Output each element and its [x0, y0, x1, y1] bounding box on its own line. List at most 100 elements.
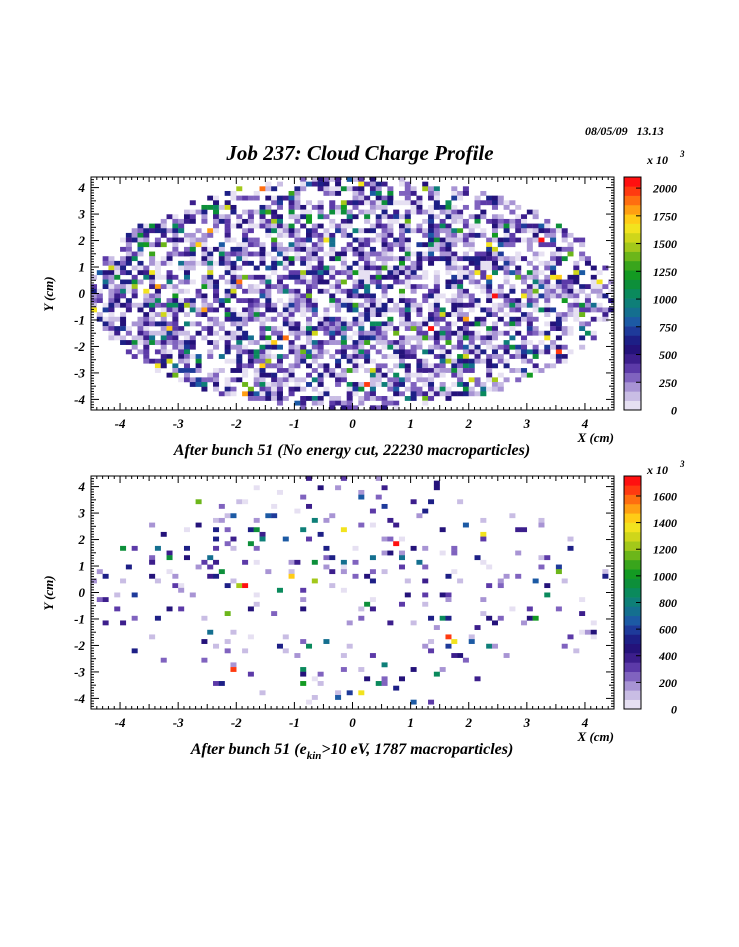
heatmap-cell [149, 251, 156, 257]
heatmap-cell [108, 330, 115, 336]
heatmap-cell [358, 284, 365, 290]
heatmap-cell [114, 293, 121, 299]
heatmap-cell [143, 321, 150, 327]
heatmap-cell [451, 195, 458, 201]
heatmap-cell [288, 559, 295, 565]
heatmap-cell [584, 256, 591, 262]
heatmap-cell [160, 340, 167, 345]
heatmap-cell [364, 340, 371, 345]
heatmap-cell [451, 237, 458, 243]
heatmap-cell [96, 569, 103, 575]
heatmap-cell [433, 186, 440, 192]
heatmap-cell [306, 335, 313, 341]
heatmap-cell [404, 228, 411, 234]
heatmap-cell [311, 368, 318, 373]
heatmap-cell [183, 358, 190, 364]
heatmap-cell [491, 386, 498, 392]
heatmap-cell [462, 190, 469, 196]
heatmap-cell [288, 204, 295, 210]
heatmap-cell [172, 321, 179, 327]
panel-caption-2-pre: After bunch 51 (e [190, 741, 307, 758]
heatmap-cell [364, 335, 371, 341]
heatmap-cell [428, 382, 435, 387]
heatmap-cell [247, 298, 254, 304]
heatmap-cell [486, 256, 493, 262]
heatmap-cell [340, 340, 347, 345]
heatmap-cell [509, 307, 516, 313]
heatmap-cell [474, 260, 481, 266]
heatmap-cell [410, 667, 417, 672]
heatmap-cell [242, 330, 249, 336]
x-tick-label: 3 [523, 416, 531, 431]
heatmap-cell [416, 363, 423, 369]
heatmap-cell [340, 335, 347, 341]
heatmap-cell [404, 368, 411, 373]
heatmap-cell [561, 358, 568, 364]
heatmap-cell [416, 513, 423, 519]
heatmap-cell [451, 293, 458, 299]
heatmap-cell [416, 340, 423, 345]
heatmap-cell [480, 358, 487, 364]
heatmap-cell [422, 349, 429, 355]
heatmap-cell [265, 274, 272, 280]
heatmap-cell [166, 228, 173, 234]
heatmap-cell [526, 242, 533, 248]
heatmap-cell [526, 606, 533, 612]
heatmap-cell [201, 298, 208, 304]
heatmap-cell [451, 545, 458, 551]
heatmap-cell [457, 363, 464, 369]
heatmap-cell [120, 293, 127, 299]
heatmap-cell [125, 298, 132, 304]
heatmap-cell [433, 372, 440, 378]
heatmap-cell [550, 354, 557, 359]
heatmap-cell [340, 246, 347, 252]
heatmap-cell [358, 190, 365, 196]
heatmap-cell [294, 270, 301, 276]
heatmap-cell [369, 386, 376, 392]
heatmap-cell [532, 368, 539, 373]
heatmap-cell [131, 648, 138, 654]
heatmap-cell [579, 307, 586, 313]
heatmap-cell [433, 195, 440, 201]
heatmap-cell [242, 274, 249, 280]
heatmap-cell [125, 237, 132, 243]
heatmap-cell [398, 293, 405, 299]
heatmap-cell [457, 377, 464, 383]
heatmap-cell [491, 321, 498, 327]
y-tick-label: -2 [74, 638, 85, 653]
heatmap-cell [306, 372, 313, 378]
heatmap-cell [398, 307, 405, 313]
heatmap-cell [276, 330, 283, 336]
heatmap-cell [102, 597, 109, 603]
heatmap-cell [544, 321, 551, 327]
heatmap-cell [178, 298, 185, 304]
heatmap-cell [503, 363, 510, 369]
heatmap-cell [404, 578, 411, 584]
heatmap-cell [183, 363, 190, 369]
colorbar-multiplier-1: x 10 [646, 153, 668, 167]
heatmap-cell [416, 274, 423, 280]
heatmap-cell [160, 312, 167, 317]
heatmap-cell [253, 391, 260, 397]
heatmap-cell [335, 190, 342, 196]
heatmap-cell [230, 368, 237, 373]
heatmap-cell [311, 559, 318, 565]
heatmap-cell [428, 335, 435, 341]
heatmap-cell [271, 391, 278, 397]
heatmap-cell [550, 284, 557, 290]
colorbar-swatch [624, 298, 641, 308]
heatmap-cell [218, 256, 225, 262]
heatmap-cell [428, 302, 435, 308]
heatmap-cell [96, 298, 103, 304]
heatmap-cell [259, 218, 266, 224]
colorbar-swatch [624, 223, 641, 234]
heatmap-cell [433, 223, 440, 229]
heatmap-cell [195, 293, 202, 299]
x-tick-label: 4 [581, 416, 589, 431]
heatmap-cell [364, 349, 371, 355]
heatmap-cell [387, 251, 394, 257]
heatmap-cell [369, 312, 376, 317]
heatmap-cell [137, 279, 144, 285]
heatmap-cell [555, 288, 562, 294]
heatmap-cell [398, 260, 405, 266]
